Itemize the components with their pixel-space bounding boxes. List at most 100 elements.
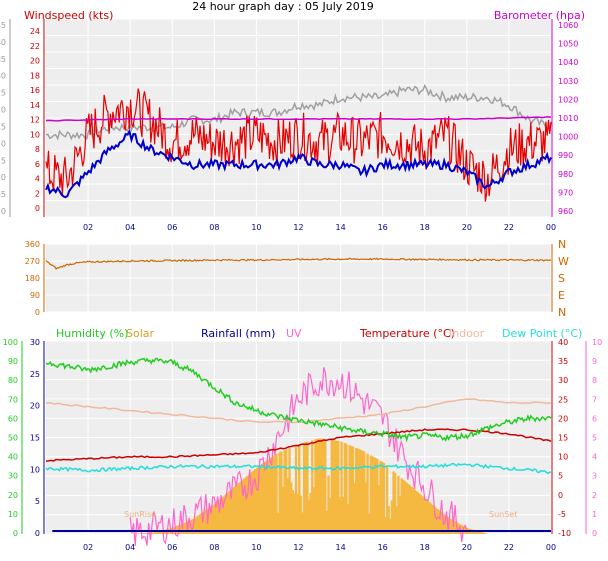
legend-solar: Solar [126,327,155,340]
humidity-y-tick: 0 [13,529,18,538]
wind-y-tick: 0 [35,204,40,213]
humidity-y-tick: 10 [8,510,18,519]
humidity-y-tick: 100 [3,338,18,347]
uv-y-tick: 0 [592,529,597,538]
x-tick-label: 00 [546,223,556,232]
compass-tick: E [558,289,565,302]
temp-y-tick: 15 [558,434,568,443]
outer-y-tick: 35 [0,55,6,64]
outer-y-tick: 25 [0,89,6,98]
page-title: 24 hour graph day : 05 July 2019 [192,0,374,13]
x-tick-label: 00 [546,543,556,552]
baro-y-tick: 960 [558,207,573,216]
humidity-y-tick: 30 [8,472,18,481]
outer-y-tick: 40 [0,38,6,47]
x-tick-label: 14 [335,543,345,552]
temp-y-tick: 25 [558,395,568,404]
direction-y-tick: 90 [30,291,40,300]
uv-y-tick: 9 [592,357,597,366]
rain-y-tick: 0 [35,529,40,538]
x-tick-label: 14 [335,223,345,232]
outer-y-tick: 30 [0,72,6,81]
baro-axis-label: Barometer (hpa) [494,9,585,22]
uv-y-tick: 10 [592,338,602,347]
rain-y-tick: 5 [35,497,40,506]
uv-y-tick: 5 [592,434,597,443]
x-tick-label: 22 [504,223,514,232]
uv-y-tick: 2 [592,491,597,500]
direction-y-tick: 0 [35,308,40,317]
baro-y-tick: 980 [558,170,573,179]
wind-axis-label: Windspeed (kts) [24,9,113,22]
wind-y-tick: 20 [30,57,40,66]
legend-dewpoint: Dew Point (°C) [502,327,582,340]
wind-y-tick: 2 [35,189,40,198]
temp-y-tick: -5 [558,510,566,519]
baro-y-tick: 1000 [558,133,578,142]
compass-tick: N [558,238,566,251]
outer-y-tick: -10 [0,207,6,216]
wind-y-tick: 12 [30,116,40,125]
x-tick-label: 04 [125,543,135,552]
outer-y-tick: 20 [0,106,6,115]
x-tick-label: 04 [125,223,135,232]
dewpoint-series-line [45,462,552,475]
direction-y-tick: 270 [25,257,40,266]
temp-y-tick: -10 [558,529,571,538]
direction-series-line [45,257,552,270]
x-tick-label: 10 [251,543,261,552]
humidity-y-tick: 90 [8,357,18,366]
legend-uv: UV [286,327,302,340]
humidity-y-tick: 80 [8,376,18,385]
legend-humidity: Humidity (%) [56,327,128,340]
legend-indoor: Indoor [449,327,485,340]
temp-y-tick: 20 [558,414,568,423]
outer-y-tick: 5 [1,156,6,165]
x-tick-label: 06 [167,543,177,552]
x-tick-label: 12 [293,543,303,552]
humidity-y-tick: 60 [8,414,18,423]
wind-y-tick: 8 [35,145,40,154]
outer-y-tick: 45 [0,21,6,30]
x-tick-label: 02 [83,543,93,552]
rain-y-tick: 30 [30,338,40,347]
outer-y-tick: 10 [0,139,6,148]
average-wind-series-line [45,128,552,199]
x-tick-label: 16 [378,543,388,552]
legend-temperature: Temperature (°C) [359,327,455,340]
temp-y-tick: 10 [558,453,568,462]
x-tick-label: 20 [462,543,472,552]
outer-y-tick: -5 [0,190,6,199]
wind-y-tick: 10 [30,130,40,139]
x-tick-label: 08 [209,223,219,232]
uv-y-tick: 4 [592,453,597,462]
uv-y-tick: 3 [592,472,597,481]
uv-y-tick: 7 [592,395,597,404]
gust-series-line [45,83,552,141]
temp-y-tick: 0 [558,491,563,500]
humidity-y-tick: 20 [8,491,18,500]
outer-y-tick: 15 [0,122,6,131]
uv-y-tick: 8 [592,376,597,385]
humidity-y-tick: 70 [8,395,18,404]
wind-y-tick: 24 [30,27,40,36]
temp-y-tick: 40 [558,338,568,347]
baro-y-tick: 1010 [558,114,578,123]
uv-y-tick: 6 [592,414,597,423]
x-tick-label: 16 [378,223,388,232]
baro-y-tick: 1030 [558,77,578,86]
sunrise-annotation: SunRise [124,510,156,519]
temp-y-tick: 5 [558,472,563,481]
rain-y-tick: 10 [30,465,40,474]
compass-tick: S [558,272,565,285]
x-tick-label: 08 [209,543,219,552]
wind-y-tick: 6 [35,160,40,169]
baro-y-tick: 1020 [558,95,578,104]
uv-y-tick: 1 [592,510,597,519]
compass-tick: W [558,255,569,268]
wind-y-tick: 14 [30,101,40,110]
rain-y-tick: 15 [30,434,40,443]
x-tick-label: 18 [420,223,430,232]
